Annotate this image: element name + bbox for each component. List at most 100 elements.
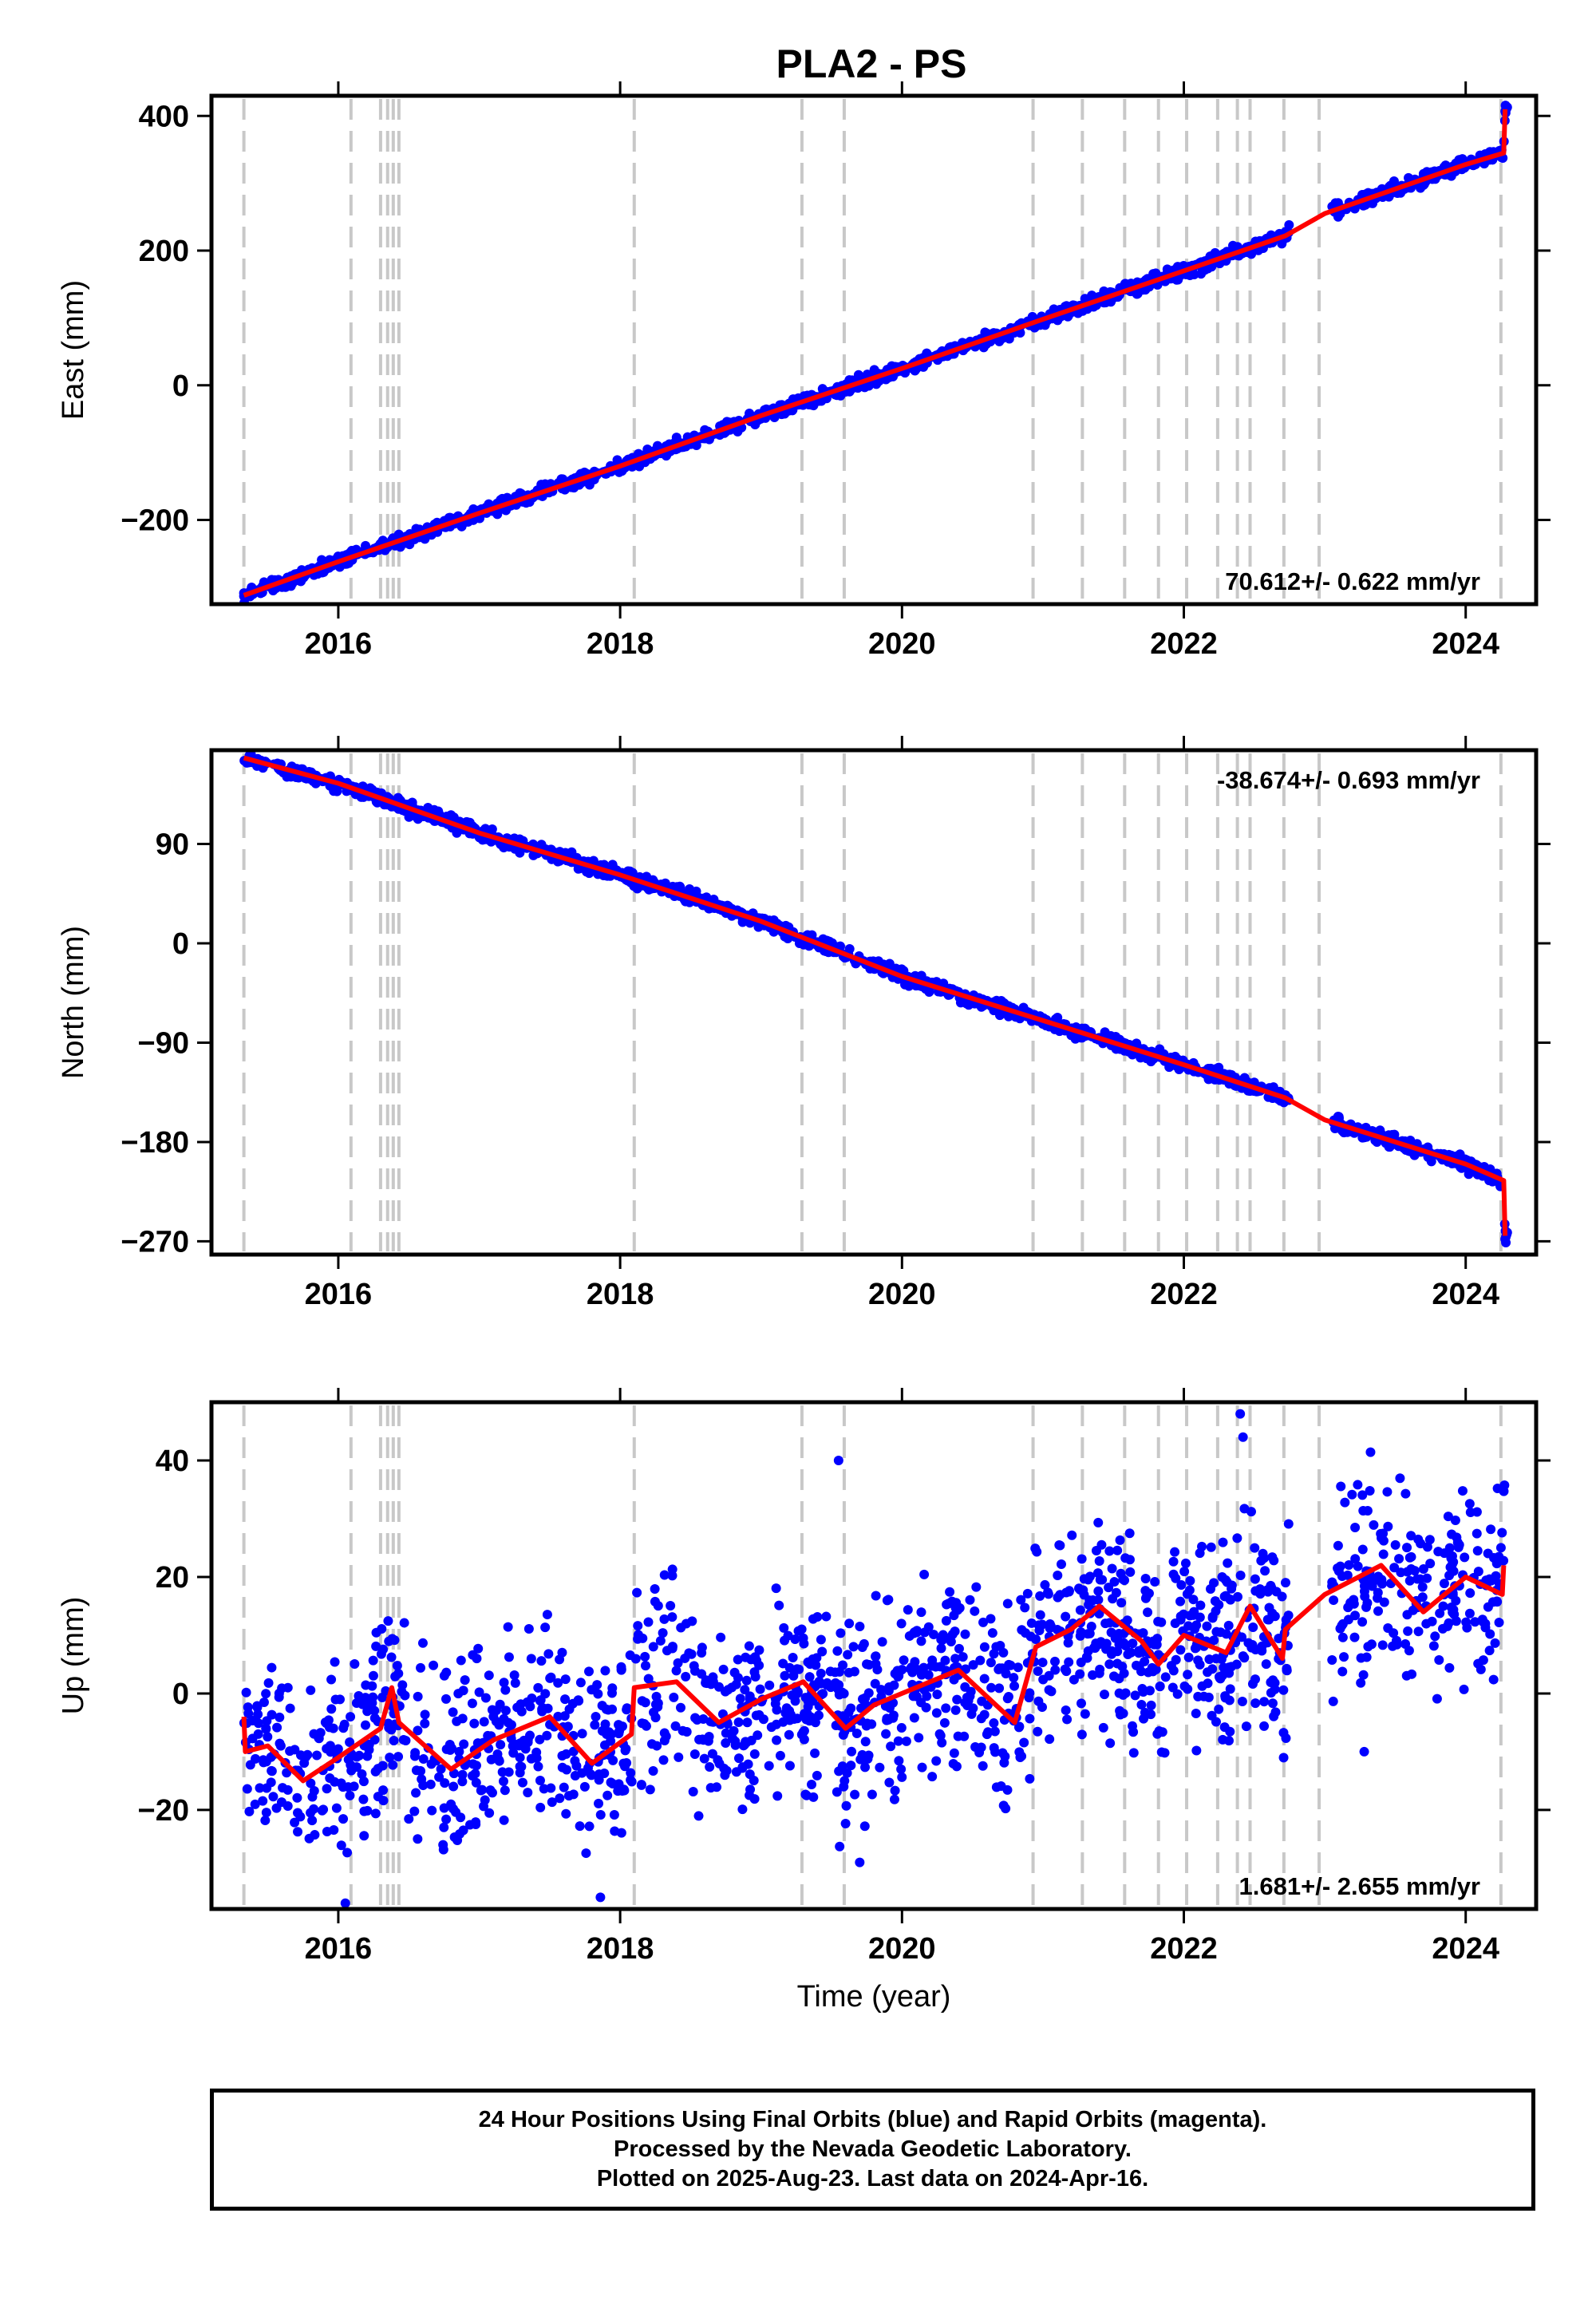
data-point [926,1661,937,1671]
data-point [448,1781,459,1792]
data-point [577,1768,587,1778]
data-point [764,1761,774,1771]
data-point [667,1642,678,1652]
data-point [932,1690,942,1700]
data-point [772,1705,782,1715]
data-point [1033,1666,1043,1677]
data-point [1330,198,1341,208]
data-point [1154,1725,1164,1736]
data-point [971,1582,982,1592]
data-point [276,1797,286,1808]
data-point [338,1814,349,1824]
data-point [962,1700,973,1710]
data-point [535,1695,546,1705]
data-point [499,1815,509,1825]
data-point [368,1670,378,1681]
x-tick-label: 2022 [1150,1932,1218,1966]
data-point [857,1642,867,1652]
data-point [1060,1664,1070,1674]
data-point [272,1722,282,1733]
data-point [258,1796,268,1806]
data-point [1088,1670,1098,1680]
data-point [1100,1690,1110,1700]
data-point [658,1628,668,1638]
data-point [841,1800,851,1811]
data-point [1339,1128,1349,1138]
data-point [346,1712,356,1722]
data-point [936,1643,946,1654]
data-point [860,1762,871,1773]
data-point [575,1678,586,1688]
x-tick-label: 2020 [868,1932,936,1966]
data-point [267,1662,277,1673]
data-point [243,1702,253,1713]
data-point [784,1761,795,1771]
data-point [688,1786,698,1796]
caption-line-processor: Processed by the Nevada Geodetic Laborat… [614,2136,1132,2162]
data-point [1044,1670,1054,1681]
data-point [625,1650,635,1660]
data-point [586,1769,596,1780]
data-point [772,1791,783,1801]
data-point [1357,1617,1368,1627]
data-point [670,1721,681,1731]
data-point [1179,1567,1190,1577]
y-tick-label: 0 [172,1678,189,1711]
data-point [721,1738,731,1749]
data-point [731,1767,741,1777]
data-point [1053,1570,1063,1580]
data-point [1183,1670,1193,1680]
data-point [1055,1590,1065,1600]
data-point [958,1652,968,1662]
data-point [515,1753,525,1763]
data-point [1188,1595,1199,1605]
data-point [1270,1707,1281,1717]
data-point [1191,1745,1202,1756]
data-point [884,1682,895,1692]
y-tick-label: 90 [156,828,189,862]
data-point [1485,1629,1495,1639]
data-point [255,1783,265,1793]
data-point [446,1799,456,1809]
data-point [844,1618,855,1629]
data-point [1217,1571,1227,1582]
data-point [909,1713,919,1723]
data-point [636,1780,646,1790]
data-point [349,1781,359,1792]
data-point [659,1728,670,1738]
data-point [488,1711,499,1721]
data-point [457,1769,468,1780]
y-tick-label: −270 [120,1225,189,1259]
data-point [468,1650,478,1660]
data-point [693,1811,704,1821]
data-point [1350,1554,1361,1564]
data-point [285,1703,295,1713]
data-point [671,1666,681,1676]
data-point [929,1630,939,1640]
data-point [378,1644,389,1654]
data-point [884,1700,895,1710]
data-point [1329,1595,1339,1606]
data-point [484,1670,494,1681]
data-point [413,1834,423,1844]
data-point [674,881,685,891]
data-point [1446,1553,1456,1563]
data-point [436,1764,446,1774]
data-point [331,1803,342,1813]
data-point [411,1788,421,1798]
data-point [1116,1568,1126,1579]
data-point [919,1569,930,1579]
data-point [877,1637,887,1647]
data-point [253,1709,263,1720]
data-point [1225,1726,1235,1737]
data-point [1377,1579,1387,1589]
data-point [832,1646,843,1656]
data-point [1343,1603,1353,1613]
data-point [1035,1610,1045,1620]
data-point [850,1789,860,1800]
data-point [492,1749,503,1759]
data-point [261,1689,271,1699]
data-point [326,1704,337,1714]
